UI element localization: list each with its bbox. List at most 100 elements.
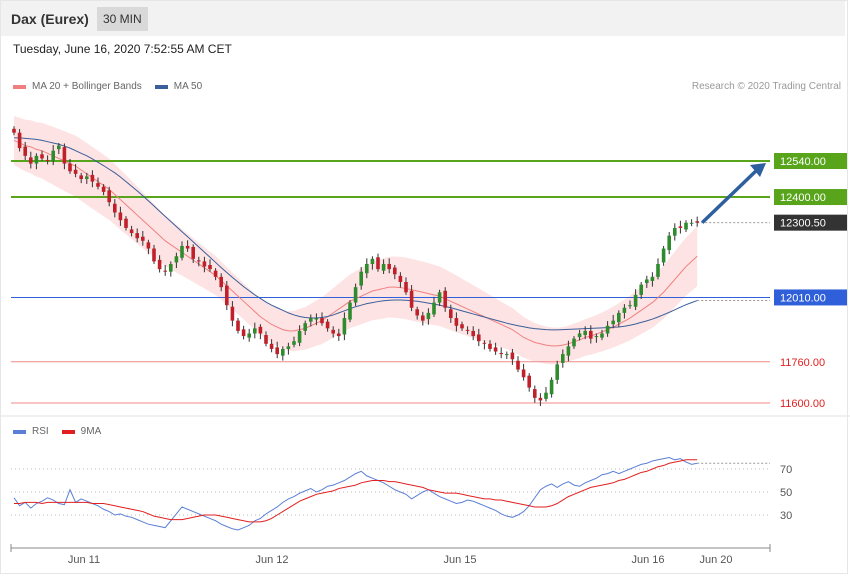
candle-body [34,155,39,164]
candle-body [208,265,212,270]
candle-body [241,329,246,337]
candle-body [505,354,509,356]
candle [107,186,111,207]
candle [353,283,358,306]
candle-body [314,318,319,320]
candle-body [600,333,604,338]
candle-body [449,309,453,319]
candle [191,244,195,263]
candle-body [661,248,666,263]
candle [393,265,397,280]
candle-body [376,257,380,270]
candle [213,268,218,281]
candle-body [365,263,369,274]
candle-body [337,333,341,337]
candle [90,170,95,188]
candle [23,141,27,160]
legend-label-ma20: MA 20 + Bollinger Bands [32,81,142,92]
candle [118,206,123,226]
forecast-arrow-shaft [700,167,760,224]
bollinger-band-layer [14,115,698,365]
candle-body [432,302,436,315]
candle [45,155,50,165]
candle-body [617,312,621,323]
candle [68,158,72,174]
candle-body [577,333,582,338]
candle-body [605,325,610,334]
candle [141,231,145,246]
candle-body [639,284,643,295]
candle-body [152,248,156,262]
candle-body [561,354,565,363]
candle-body [169,263,173,272]
candle [482,340,487,350]
candle [51,145,55,166]
candle [337,328,341,341]
legend-swatch-ma20 [13,84,26,89]
candle-body [421,315,425,321]
candle [96,177,100,190]
candle [135,228,139,243]
candle-body [331,329,335,334]
level-badge-12540.00 [774,153,847,169]
candle [387,258,391,274]
candle-body [225,285,229,306]
level-labels-layer: 12540.00 12400.00 12300.50 12010.00 11760.00… [774,153,847,410]
candle-body [107,190,111,203]
candle [236,318,240,334]
candle [505,351,509,359]
candle-body [320,318,324,324]
candle-body [79,175,83,180]
candle [639,282,643,299]
candle [544,387,548,402]
candle-body [163,270,167,272]
candle-body [533,389,537,398]
candle-body [85,176,89,180]
candle [253,322,257,339]
level-badge-12300.50 [774,214,847,231]
candle-body [197,260,201,262]
candle-body [633,294,638,307]
candle [645,275,649,288]
legend-label-9ma: 9MA [80,426,102,437]
candle-body [594,336,599,338]
candle [325,319,330,332]
rsi-tick-30: 30 [780,510,792,522]
candle-body [292,341,296,345]
candle-body [253,328,257,334]
bollinger-band [14,115,698,365]
forecast-arrow-head [750,163,766,177]
candle-body [538,397,543,401]
legend-swatch-rsi [13,429,26,434]
candle [309,314,313,327]
candle-body [269,343,274,349]
timeframe-button[interactable]: 30 MIN [97,7,148,31]
candle [516,356,520,373]
candle-body [398,275,403,282]
candle [437,289,442,306]
candle-body [342,318,347,335]
candle [57,142,61,155]
legend-swatch-9ma [61,429,75,434]
candle-body [96,183,100,187]
candle [269,339,274,353]
candle [611,314,615,329]
candle-body [124,218,128,228]
forecast-arrow-layer [700,163,766,224]
legend-label-ma50: MA 50 [173,81,203,92]
legend-swatch-ma50 [154,84,168,89]
rsi-9ma-line [14,459,698,523]
candle-body [174,256,179,263]
candle-body [135,233,139,239]
candle [465,326,470,335]
candle [421,311,425,326]
candle-body [191,246,195,259]
candle [678,220,683,234]
candle [129,225,134,237]
candle [320,312,324,326]
candle-body [129,229,134,234]
candle [124,216,128,231]
level-label-11760.00: 11760.00 [780,357,825,369]
candle [628,300,632,309]
